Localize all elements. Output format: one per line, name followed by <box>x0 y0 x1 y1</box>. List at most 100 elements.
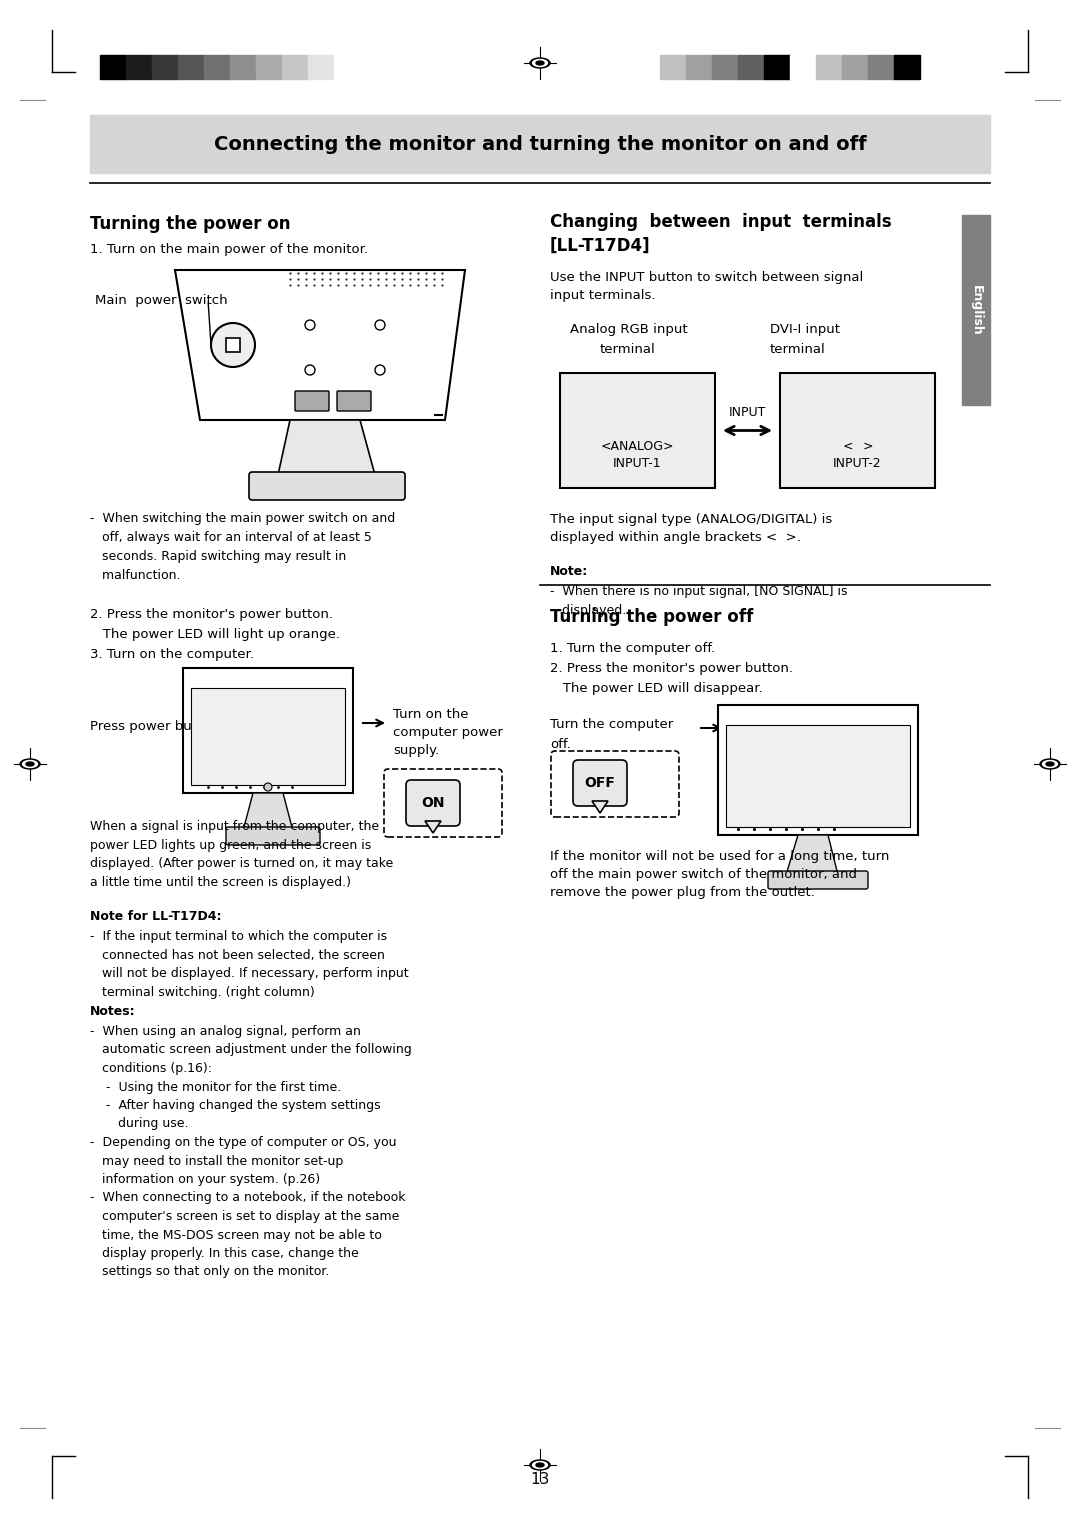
Bar <box>204 55 230 79</box>
Text: -  When using an analog signal, perform an
   automatic screen adjustment under : - When using an analog signal, perform a… <box>90 1025 411 1279</box>
Ellipse shape <box>1042 761 1057 767</box>
Text: The power LED will disappear.: The power LED will disappear. <box>550 681 762 695</box>
Text: DVI-I input: DVI-I input <box>770 322 840 336</box>
Text: [LL-T17D4]: [LL-T17D4] <box>550 237 650 255</box>
Polygon shape <box>175 270 465 420</box>
Ellipse shape <box>536 1462 544 1467</box>
Bar <box>191 688 345 785</box>
Ellipse shape <box>1040 759 1059 769</box>
Text: 2. Press the monitor's power button.: 2. Press the monitor's power button. <box>90 608 333 620</box>
Text: Turn on the: Turn on the <box>393 707 469 721</box>
Ellipse shape <box>532 1461 548 1468</box>
Polygon shape <box>278 420 375 475</box>
Text: -  If the input terminal to which the computer is
   connected has not been sele: - If the input terminal to which the com… <box>90 931 408 998</box>
FancyBboxPatch shape <box>551 750 679 817</box>
Text: INPUT-2: INPUT-2 <box>833 457 881 469</box>
FancyBboxPatch shape <box>384 769 502 837</box>
Text: Press power button.: Press power button. <box>733 712 866 724</box>
Text: 1. Turn the computer off.: 1. Turn the computer off. <box>550 642 715 656</box>
Text: English: English <box>970 284 983 335</box>
Text: If the monitor will not be used for a long time, turn
off the main power switch : If the monitor will not be used for a lo… <box>550 850 889 898</box>
Polygon shape <box>592 801 608 813</box>
Text: The power LED will light up orange.: The power LED will light up orange. <box>90 628 340 642</box>
Text: Notes:: Notes: <box>90 1005 136 1018</box>
Text: supply.: supply. <box>393 744 440 756</box>
Text: Connecting the monitor and turning the monitor on and off: Connecting the monitor and turning the m… <box>214 134 866 153</box>
Bar <box>718 704 918 834</box>
Text: INPUT-1: INPUT-1 <box>613 457 662 469</box>
Text: The input signal type (ANALOG/DIGITAL) is
displayed within angle brackets <  >.: The input signal type (ANALOG/DIGITAL) i… <box>550 513 833 544</box>
Bar <box>686 55 712 79</box>
Text: INPUT: INPUT <box>729 406 766 419</box>
Bar <box>256 55 282 79</box>
Bar <box>334 55 360 79</box>
Ellipse shape <box>23 761 38 767</box>
Bar <box>894 55 920 79</box>
Bar <box>738 55 764 79</box>
Text: -  When there is no input signal, [NO SIGNAL] is
   displayed.: - When there is no input signal, [NO SIG… <box>550 585 848 616</box>
Ellipse shape <box>530 1459 550 1470</box>
Text: <: < <box>842 440 853 452</box>
Text: Analog RGB input: Analog RGB input <box>570 322 688 336</box>
Text: Changing  between  input  terminals: Changing between input terminals <box>550 212 892 231</box>
Bar <box>183 668 353 793</box>
Ellipse shape <box>536 61 544 66</box>
Bar <box>90 115 990 173</box>
Bar <box>100 55 126 79</box>
Text: Turn the computer: Turn the computer <box>550 718 673 730</box>
Bar <box>712 55 738 79</box>
Bar <box>789 55 816 79</box>
FancyBboxPatch shape <box>337 391 372 411</box>
FancyBboxPatch shape <box>406 779 460 827</box>
Ellipse shape <box>1047 762 1054 766</box>
Bar <box>178 55 204 79</box>
Text: 3. Turn on the computer.: 3. Turn on the computer. <box>90 648 254 662</box>
FancyBboxPatch shape <box>295 391 329 411</box>
Bar <box>764 55 789 79</box>
Bar <box>962 215 990 405</box>
Text: 13: 13 <box>530 1473 550 1487</box>
Ellipse shape <box>532 60 548 67</box>
Text: >: > <box>862 440 873 452</box>
Bar <box>868 55 894 79</box>
Bar <box>660 55 686 79</box>
Bar <box>842 55 868 79</box>
Text: Note:: Note: <box>550 565 589 578</box>
Bar <box>230 55 256 79</box>
Text: Press power button.: Press power button. <box>90 720 222 732</box>
Text: terminal: terminal <box>770 342 826 356</box>
Text: -  When switching the main power switch on and
   off, always wait for an interv: - When switching the main power switch o… <box>90 512 395 582</box>
FancyBboxPatch shape <box>226 827 320 845</box>
Circle shape <box>211 322 255 367</box>
FancyBboxPatch shape <box>573 759 627 805</box>
Text: OFF: OFF <box>584 776 616 790</box>
Ellipse shape <box>530 58 550 69</box>
Polygon shape <box>426 821 441 833</box>
Ellipse shape <box>21 759 40 769</box>
Text: When a signal is input from the computer, the
power LED lights up green, and the: When a signal is input from the computer… <box>90 821 393 888</box>
Bar <box>726 724 910 827</box>
Text: Note for LL-T17D4:: Note for LL-T17D4: <box>90 911 221 923</box>
Bar <box>816 55 842 79</box>
Text: terminal: terminal <box>600 342 656 356</box>
Bar <box>561 373 715 487</box>
Bar <box>152 55 178 79</box>
FancyBboxPatch shape <box>768 871 868 889</box>
Text: off.: off. <box>550 738 570 750</box>
Polygon shape <box>786 834 838 876</box>
Text: <ANALOG>: <ANALOG> <box>600 440 674 452</box>
FancyBboxPatch shape <box>249 472 405 500</box>
Ellipse shape <box>26 762 33 766</box>
Text: ON: ON <box>421 796 445 810</box>
Bar <box>226 338 240 351</box>
Bar <box>126 55 152 79</box>
Text: Use the INPUT button to switch between signal
input terminals.: Use the INPUT button to switch between s… <box>550 270 863 303</box>
Bar <box>780 373 935 487</box>
Text: Turning the power off: Turning the power off <box>550 608 753 626</box>
Text: 2. Press the monitor's power button.: 2. Press the monitor's power button. <box>550 662 793 675</box>
Text: 1. Turn on the main power of the monitor.: 1. Turn on the main power of the monitor… <box>90 243 368 257</box>
Text: Turning the power on: Turning the power on <box>90 215 291 232</box>
Text: computer power: computer power <box>393 726 503 740</box>
Text: Main  power  switch: Main power switch <box>95 293 228 307</box>
Polygon shape <box>243 793 293 831</box>
